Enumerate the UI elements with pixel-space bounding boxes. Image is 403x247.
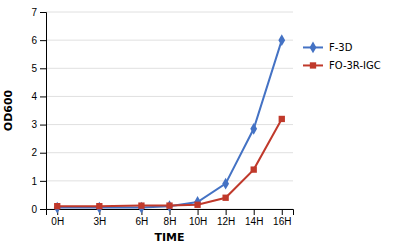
series-point (138, 202, 145, 214)
legend-label: F-3D (329, 42, 353, 53)
tick: 3 (31, 119, 46, 130)
legend-label: FO-3R-IGC (329, 60, 381, 71)
chart-svg: 0H 3H 6H 8H 10H 12H 14H 16H 0 1 2 3 4 5 6 7 TIME OD600 F-3… (0, 0, 403, 247)
tick-mark (40, 125, 46, 126)
tick: 10H (189, 209, 207, 227)
axis-line (40, 13, 47, 210)
tick-label: 12H (217, 216, 235, 227)
tick: 6 (31, 35, 46, 46)
tick-label: 3 (31, 119, 37, 130)
series-point (166, 202, 172, 208)
grid (46, 12, 293, 209)
series-point (251, 166, 257, 172)
tick-label: 7 (31, 7, 37, 18)
tick-label: 14H (245, 216, 263, 227)
series-point (194, 202, 200, 208)
tick-label: 8H (164, 216, 177, 227)
tick: 4 (31, 91, 46, 102)
tick-label: 4 (31, 91, 37, 102)
tick: 2 (31, 147, 46, 158)
legend-marker (310, 62, 316, 68)
series-point (54, 202, 61, 214)
tick-mark (40, 68, 46, 69)
tick-label: 6 (31, 35, 37, 46)
tick-mark (226, 209, 227, 215)
tick: 14H (245, 209, 263, 227)
y-axis-title: OD600 (2, 89, 15, 131)
series-group (54, 34, 285, 213)
legend-item: F-3D (303, 42, 353, 54)
grid-line (46, 12, 293, 13)
tick-label: 10H (189, 216, 207, 227)
tick-mark (198, 209, 199, 215)
grid-line (46, 40, 293, 41)
tick-mark (40, 12, 46, 13)
series-line (57, 40, 282, 207)
series-point (279, 116, 285, 122)
tick-label: 5 (31, 63, 37, 74)
legend: F-3D FO-3R-IGC (303, 42, 381, 71)
tick: 7 (31, 7, 46, 18)
grid-line (46, 152, 293, 153)
tick-label: 3H (93, 216, 106, 227)
tick-mark (40, 96, 46, 97)
series-point (96, 202, 103, 214)
tick-mark (40, 153, 46, 154)
series-point (138, 202, 144, 208)
tick-mark (282, 209, 283, 215)
tick: 12H (217, 209, 235, 227)
tick-mark (40, 40, 46, 41)
grid-line (46, 68, 293, 69)
series-point (222, 178, 229, 190)
series-point (222, 195, 228, 201)
series-line (57, 119, 282, 206)
x-axis: 0H 3H 6H 8H 10H 12H 14H 16H (47, 209, 294, 227)
grid-line (46, 180, 293, 181)
tick-label: 0 (31, 204, 37, 215)
series-point (166, 200, 173, 212)
tick: 5 (31, 63, 46, 74)
tick-label: 1 (31, 176, 37, 187)
tick: 1 (31, 176, 46, 187)
tick-label: 16H (273, 216, 291, 227)
tick-mark (254, 209, 255, 215)
legend-marker (310, 42, 317, 54)
series-point (96, 203, 102, 209)
tick-label: 2 (31, 147, 37, 158)
y-axis: 0 1 2 3 4 5 6 7 (31, 7, 46, 215)
series-point (278, 34, 285, 46)
plot: 0H 3H 6H 8H 10H 12H 14H 16H 0 1 2 3 4 5 6 7 (31, 7, 293, 227)
tick: 16H (273, 209, 291, 227)
tick: 8H (164, 209, 177, 227)
x-axis-title: TIME (154, 231, 184, 244)
series-point (250, 123, 257, 135)
series-point (54, 203, 60, 209)
grid-line (46, 96, 293, 97)
series-point (194, 196, 201, 208)
tick-mark (40, 209, 46, 210)
tick-label: 6H (136, 216, 149, 227)
chart: 0H 3H 6H 8H 10H 12H 14H 16H 0 1 2 3 4 5 6 7 TIME OD600 F-3… (0, 0, 403, 247)
tick: 0 (31, 204, 46, 215)
tick-mark (40, 181, 46, 182)
tick-label: 0H (51, 216, 64, 227)
legend-item: FO-3R-IGC (303, 60, 381, 71)
